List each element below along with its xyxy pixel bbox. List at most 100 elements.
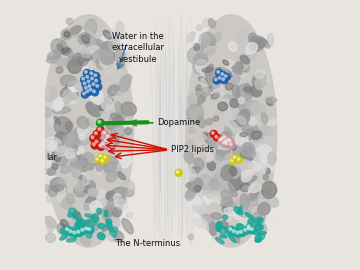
Circle shape [103,131,105,134]
Ellipse shape [248,131,264,141]
Circle shape [108,146,115,153]
Ellipse shape [99,42,113,53]
Ellipse shape [65,149,75,158]
Ellipse shape [231,99,246,114]
Ellipse shape [235,29,247,42]
Circle shape [93,73,100,80]
Text: Dopamine: Dopamine [157,118,200,127]
Ellipse shape [228,166,241,179]
Ellipse shape [117,60,124,68]
Circle shape [92,83,95,85]
Ellipse shape [248,35,265,46]
Circle shape [246,224,253,231]
Ellipse shape [90,201,102,212]
Ellipse shape [232,66,242,75]
Ellipse shape [208,21,221,29]
Ellipse shape [49,141,57,150]
Ellipse shape [252,131,262,139]
Ellipse shape [81,220,92,229]
Circle shape [233,156,236,158]
Ellipse shape [228,234,236,243]
Ellipse shape [103,163,116,172]
Ellipse shape [40,107,51,117]
Circle shape [231,228,239,236]
Ellipse shape [203,18,212,27]
Ellipse shape [81,203,93,219]
Ellipse shape [113,194,121,202]
Ellipse shape [56,67,63,73]
Ellipse shape [116,21,124,35]
Ellipse shape [91,45,103,53]
Ellipse shape [57,44,64,51]
Ellipse shape [232,128,240,140]
Ellipse shape [241,143,255,156]
Ellipse shape [238,209,251,217]
Ellipse shape [96,55,113,68]
Ellipse shape [61,29,72,40]
Circle shape [109,147,112,149]
Ellipse shape [232,85,240,98]
Ellipse shape [50,178,65,191]
Ellipse shape [86,229,96,239]
Ellipse shape [229,111,246,127]
Circle shape [109,142,116,149]
Ellipse shape [207,131,218,141]
Ellipse shape [249,152,259,164]
Ellipse shape [107,199,113,213]
Ellipse shape [240,147,255,162]
Ellipse shape [206,161,218,176]
Circle shape [95,157,101,163]
Ellipse shape [194,218,207,228]
Ellipse shape [248,33,256,43]
Circle shape [89,71,96,78]
Ellipse shape [111,125,125,139]
Ellipse shape [124,75,132,82]
Ellipse shape [264,211,274,223]
Ellipse shape [237,224,244,230]
Ellipse shape [60,41,67,53]
Circle shape [94,139,102,146]
Ellipse shape [100,107,112,117]
Circle shape [99,155,102,157]
Ellipse shape [96,39,105,48]
Ellipse shape [108,86,118,96]
Ellipse shape [225,127,235,142]
Circle shape [77,230,80,233]
Ellipse shape [246,43,257,54]
Ellipse shape [219,136,234,150]
Ellipse shape [46,56,61,63]
Ellipse shape [220,235,227,238]
Ellipse shape [222,207,227,212]
Ellipse shape [63,131,80,147]
Ellipse shape [100,103,106,111]
Circle shape [104,139,107,141]
Circle shape [218,76,221,79]
Ellipse shape [104,97,113,104]
Ellipse shape [80,173,91,185]
Ellipse shape [251,103,265,115]
Ellipse shape [212,178,220,191]
Circle shape [228,138,234,145]
Ellipse shape [50,117,62,126]
Ellipse shape [105,209,113,218]
Ellipse shape [117,120,131,134]
Ellipse shape [77,146,84,157]
Ellipse shape [86,127,96,140]
Ellipse shape [55,146,67,156]
Ellipse shape [94,132,107,142]
Circle shape [84,226,91,233]
Ellipse shape [231,144,236,150]
Ellipse shape [249,117,256,126]
Ellipse shape [68,59,82,73]
Ellipse shape [221,221,228,228]
Ellipse shape [45,137,62,151]
Ellipse shape [230,167,237,176]
Ellipse shape [249,39,264,51]
Circle shape [108,140,111,143]
Ellipse shape [62,139,74,150]
Ellipse shape [109,113,122,127]
Ellipse shape [208,19,216,28]
Circle shape [238,158,240,160]
Ellipse shape [255,70,265,78]
Ellipse shape [210,222,217,235]
